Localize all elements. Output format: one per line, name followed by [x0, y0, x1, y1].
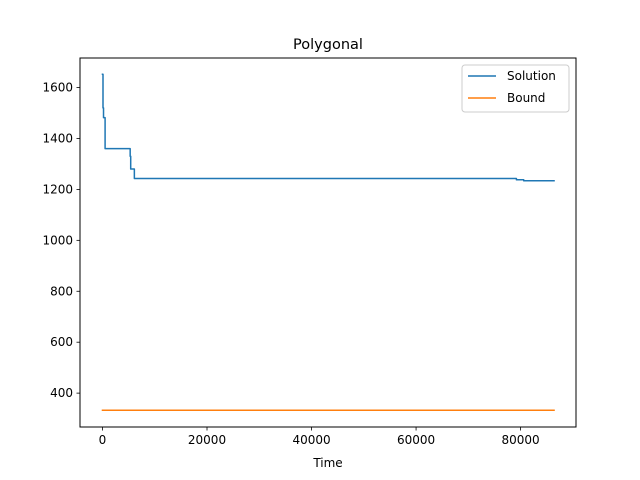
x-tick-label: 20000: [188, 433, 226, 447]
x-tick-label: 80000: [502, 433, 540, 447]
series-line-solution: [101, 73, 555, 182]
x-tick-label: 40000: [292, 433, 330, 447]
chart-title: Polygonal: [293, 37, 363, 53]
y-tick-label: 1400: [42, 131, 73, 145]
series-layer: [101, 73, 555, 411]
x-tick-label: 0: [99, 433, 107, 447]
x-axis-label: Time: [312, 456, 342, 470]
x-axis: 0 20000 40000 60000 80000: [99, 427, 540, 447]
plot-frame: [79, 57, 577, 428]
y-axis: 400 600 800 1000 1200 1400 1600: [42, 81, 80, 400]
y-tick-label: 1200: [42, 182, 73, 196]
legend: Solution Bound: [461, 64, 570, 113]
legend-label-bound: Bound: [507, 91, 545, 105]
legend-label-solution: Solution: [507, 69, 556, 83]
y-tick-label: 600: [50, 335, 73, 349]
x-tick-label: 60000: [397, 433, 435, 447]
y-tick-label: 400: [50, 386, 73, 400]
y-tick-label: 800: [50, 284, 73, 298]
y-tick-label: 1600: [42, 81, 73, 95]
y-tick-label: 1000: [42, 233, 73, 247]
